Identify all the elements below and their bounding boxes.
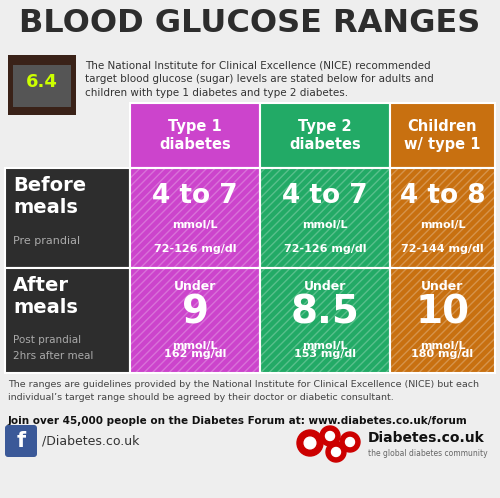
Text: 9: 9 xyxy=(182,293,208,332)
Bar xyxy=(390,103,495,168)
Text: Type 1
diabetes: Type 1 diabetes xyxy=(159,119,231,152)
Bar xyxy=(8,55,76,115)
Circle shape xyxy=(326,442,346,462)
Text: 180 mg/dl: 180 mg/dl xyxy=(412,349,474,359)
Bar xyxy=(130,268,260,373)
Text: 162 mg/dl: 162 mg/dl xyxy=(164,349,226,359)
Text: 6.4: 6.4 xyxy=(26,73,58,91)
Text: After
meals: After meals xyxy=(13,276,78,317)
Text: 72-126 mg/dl: 72-126 mg/dl xyxy=(284,244,366,254)
Text: mmol/L: mmol/L xyxy=(172,341,218,351)
Bar xyxy=(390,268,495,373)
Bar xyxy=(390,168,495,268)
Text: 72-126 mg/dl: 72-126 mg/dl xyxy=(154,244,236,254)
Bar xyxy=(13,65,71,107)
Text: Under: Under xyxy=(174,280,216,293)
Text: Post prandial: Post prandial xyxy=(13,335,81,345)
Text: f: f xyxy=(16,431,26,451)
Bar xyxy=(130,268,260,373)
Text: 153 mg/dl: 153 mg/dl xyxy=(294,349,356,359)
Text: Under: Under xyxy=(304,280,346,293)
Text: /Diabetes.co.uk: /Diabetes.co.uk xyxy=(42,434,140,448)
Bar xyxy=(260,268,390,373)
Bar xyxy=(260,103,390,168)
Bar xyxy=(130,103,260,168)
Circle shape xyxy=(332,448,340,457)
Text: mmol/L: mmol/L xyxy=(302,220,348,230)
Text: mmol/L: mmol/L xyxy=(420,220,465,230)
FancyBboxPatch shape xyxy=(5,425,37,457)
Circle shape xyxy=(320,426,340,446)
Circle shape xyxy=(297,430,323,456)
Text: 2hrs after meal: 2hrs after meal xyxy=(13,351,94,361)
Circle shape xyxy=(340,432,360,452)
Text: the global diabetes community: the global diabetes community xyxy=(368,449,488,458)
Text: mmol/L: mmol/L xyxy=(172,220,218,230)
Bar xyxy=(260,268,390,373)
Text: Before
meals: Before meals xyxy=(13,176,86,217)
Text: 8.5: 8.5 xyxy=(290,293,360,332)
Text: 4 to 8: 4 to 8 xyxy=(400,183,486,209)
Text: mmol/L: mmol/L xyxy=(420,341,465,351)
Text: 4 to 7: 4 to 7 xyxy=(282,183,368,209)
Bar xyxy=(5,268,130,373)
Circle shape xyxy=(304,437,316,449)
Bar xyxy=(390,168,495,268)
Bar xyxy=(260,168,390,268)
Text: mmol/L: mmol/L xyxy=(302,341,348,351)
Text: 10: 10 xyxy=(416,293,470,332)
Text: 4 to 7: 4 to 7 xyxy=(152,183,238,209)
Bar xyxy=(130,168,260,268)
Text: BLOOD GLUCOSE RANGES: BLOOD GLUCOSE RANGES xyxy=(20,8,480,39)
Text: Type 2
diabetes: Type 2 diabetes xyxy=(289,119,361,152)
Circle shape xyxy=(346,438,354,447)
Text: Join over 45,000 people on the Diabetes Forum at: www.diabetes.co.uk/forum: Join over 45,000 people on the Diabetes … xyxy=(8,416,468,426)
Text: Pre prandial: Pre prandial xyxy=(13,236,80,246)
Bar xyxy=(390,268,495,373)
Bar xyxy=(130,168,260,268)
Text: 72-144 mg/dl: 72-144 mg/dl xyxy=(401,244,484,254)
Text: The National Institute for Clinical Excellence (NICE) recommended
target blood g: The National Institute for Clinical Exce… xyxy=(85,60,434,98)
Text: Diabetes.co.uk: Diabetes.co.uk xyxy=(368,431,485,445)
Bar xyxy=(5,168,130,268)
Text: The ranges are guidelines provided by the National Institute for Clinical Excell: The ranges are guidelines provided by th… xyxy=(8,380,479,401)
Circle shape xyxy=(326,431,334,441)
Text: Children
w/ type 1: Children w/ type 1 xyxy=(404,119,481,152)
Text: Under: Under xyxy=(422,280,464,293)
Bar xyxy=(260,168,390,268)
